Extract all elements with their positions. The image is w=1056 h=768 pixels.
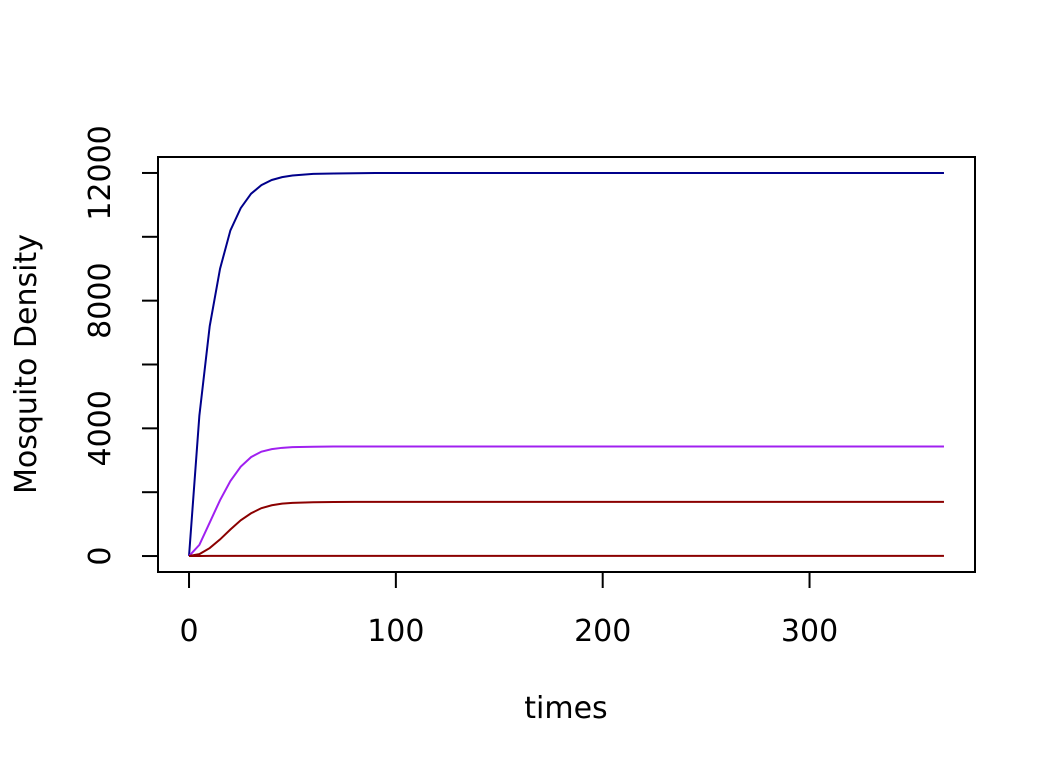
x-tick-label: 0 [179,614,198,649]
x-axis: 0 100 200 300 [179,571,838,649]
x-tick-label: 100 [367,614,424,649]
series-line-2 [188,445,944,557]
y-tick-label: 4000 [83,390,118,466]
y-tick-label: 8000 [83,262,118,338]
y-axis: 0 4000 8000 12000 [83,125,159,566]
series-layer [188,171,944,558]
series-line-3 [188,500,944,558]
y-tick-label: 0 [83,546,118,565]
y-axis-title: Mosquito Density [9,234,44,494]
x-tick-label: 200 [574,614,631,649]
series-line-1 [188,171,944,557]
y-tick-label: 12000 [83,125,118,220]
x-axis-title: times [524,691,607,726]
x-tick-label: 300 [781,614,838,649]
